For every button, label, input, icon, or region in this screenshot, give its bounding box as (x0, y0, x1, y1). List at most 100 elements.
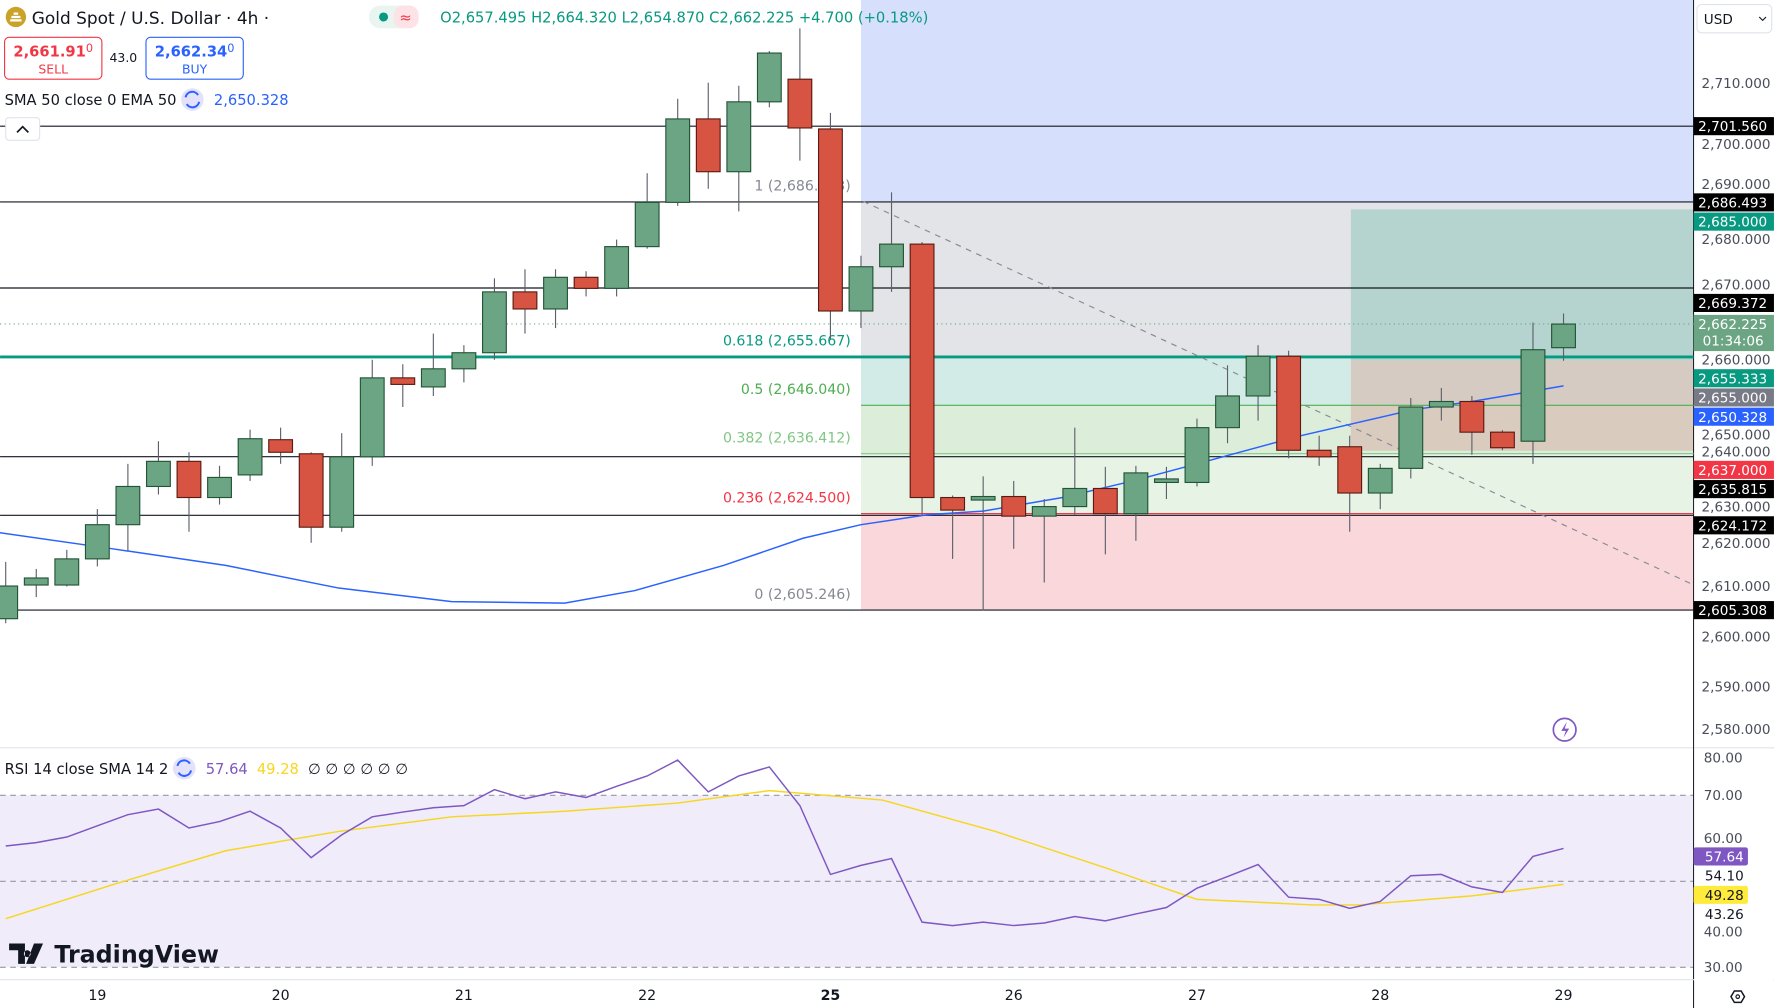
price-tick: 2,630.000 (1702, 500, 1771, 516)
candle-body (1276, 355, 1302, 451)
current-price-label: 2,662.225 (1698, 317, 1767, 333)
candle-bullish (1551, 313, 1576, 361)
price-tick: 2,700.000 (1702, 137, 1771, 153)
price-label-bg (1693, 117, 1774, 136)
candle-body (665, 118, 691, 203)
candle-bullish (1428, 387, 1454, 421)
candle-bearish (1489, 430, 1515, 451)
price-label: 2,655.333 (1698, 371, 1767, 387)
candle-bullish (359, 359, 385, 466)
spread-value: 43.0 (110, 50, 138, 65)
lightning-icon[interactable] (1552, 717, 1577, 742)
rsi-indicator-label[interactable]: RSI 14 close SMA 14 2 (5, 761, 169, 778)
rsi-pane[interactable] (5, 759, 1564, 927)
price-tick: 2,620.000 (1702, 536, 1771, 552)
fib-label: 0.236 (2,624.500) (723, 490, 851, 506)
price-tick: 2,590.000 (1702, 680, 1771, 696)
rsi-label: 49.28 (1705, 888, 1744, 904)
candle-bullish (848, 255, 874, 329)
candle-bullish (604, 239, 630, 297)
candle-bullish (665, 98, 691, 206)
candle-body (54, 558, 80, 586)
candle-bearish (268, 427, 294, 464)
candle-body (940, 496, 966, 511)
chevron-down-icon (1758, 16, 1767, 22)
sell-price: 2,661.91 (13, 44, 85, 61)
candle-body (1367, 467, 1393, 494)
time-label: 20 (272, 988, 290, 1004)
chevron-up-icon (16, 125, 29, 133)
candle-bullish (54, 549, 80, 587)
collapse-legend-button[interactable] (5, 117, 41, 141)
candle-bearish (390, 364, 416, 408)
candle-bearish (1337, 435, 1363, 532)
axis-settings-icon[interactable] (1730, 990, 1746, 1004)
buy-label: BUY (182, 62, 208, 77)
price-pane[interactable]: 1 (2,686.493)0.618 (2,655.667)0.5 (2,646… (0, 28, 1694, 624)
candle-body (176, 460, 202, 499)
candle-body (695, 118, 721, 173)
rsi-legend: RSI 14 close SMA 14 2 57.64 49.28 ∅ ∅ ∅ … (5, 756, 408, 780)
candle-body (879, 243, 904, 268)
buy-price: 2,662.34 (155, 44, 227, 61)
price-tick: 2,690.000 (1702, 177, 1771, 193)
refresh-icon[interactable] (181, 88, 204, 111)
price-tick: 2,650.000 (1702, 427, 1771, 443)
candle-bullish (879, 192, 904, 292)
price-label: 2,686.493 (1698, 195, 1767, 211)
price-tick: 2,670.000 (1702, 277, 1771, 293)
candle-body (726, 101, 752, 173)
candle-body (1489, 431, 1515, 449)
candle-body (268, 439, 294, 453)
candle-bullish (726, 85, 752, 212)
rsi-refresh-icon[interactable] (172, 756, 196, 780)
sell-button[interactable]: 2,661.910 SELL (4, 36, 103, 80)
price-label-bg (1693, 388, 1774, 407)
candle-body (756, 52, 782, 103)
sma-indicator-label[interactable]: SMA 50 close 0 EMA 50 (5, 92, 177, 109)
market-status-pill[interactable]: ≈ (368, 5, 419, 29)
candle-bullish (115, 463, 141, 552)
tradingview-wordmark: TradingView (54, 941, 219, 969)
candle-bullish (0, 561, 19, 624)
time-label: 29 (1555, 988, 1573, 1004)
candle-body (0, 585, 19, 620)
time-axis[interactable]: 19 20 21 22 25 26 27 28 29 (88, 988, 1572, 1004)
price-tick: 2,580.000 (1702, 722, 1771, 738)
currency-select[interactable]: USD (1696, 3, 1773, 34)
market-open-dot-icon (379, 12, 389, 22)
candle-body (1184, 427, 1210, 484)
time-label: 21 (455, 988, 473, 1004)
sma-indicator-value: 2,650.328 (214, 92, 289, 109)
price-label: 2,605.308 (1698, 603, 1767, 619)
long-position-target-zone[interactable] (1350, 209, 1694, 361)
candle-bearish (1306, 435, 1332, 466)
price-label: 2,635.815 (1698, 482, 1767, 498)
candle-bullish (1123, 465, 1149, 541)
candle-bullish (1245, 345, 1271, 421)
buy-price-pip: 0 (227, 42, 234, 55)
candle-bullish (1184, 418, 1210, 487)
sell-label: SELL (38, 62, 68, 77)
candle-bullish (1367, 463, 1393, 510)
candle-bullish (420, 333, 446, 396)
candle-bullish (756, 51, 782, 108)
candle-body (1428, 400, 1454, 408)
buy-button[interactable]: 2,662.340 BUY (145, 36, 244, 80)
candle-body (84, 524, 110, 560)
rsi-label: 57.64 (1705, 849, 1744, 865)
candle-bullish (634, 173, 660, 249)
price-axis[interactable]: 2,710.000 2,701.560 2,700.000 2,690.000 2,68… (1693, 0, 1774, 1008)
rsi-tick: 80.00 (1704, 751, 1743, 767)
price-tick: 2,680.000 (1702, 232, 1771, 248)
fib-label: 0.618 (2,655.667) (723, 334, 851, 350)
time-label: 27 (1188, 988, 1206, 1004)
candle-bearish (787, 28, 813, 161)
candle-bullish (481, 278, 507, 360)
rsi-tick: 40.00 (1704, 925, 1743, 941)
price-tick: 2,600.000 (1702, 629, 1771, 645)
tradingview-logo[interactable]: TradingView (9, 941, 219, 969)
symbol-title[interactable]: Gold Spot / U.S. Dollar · 4h · (32, 8, 269, 28)
